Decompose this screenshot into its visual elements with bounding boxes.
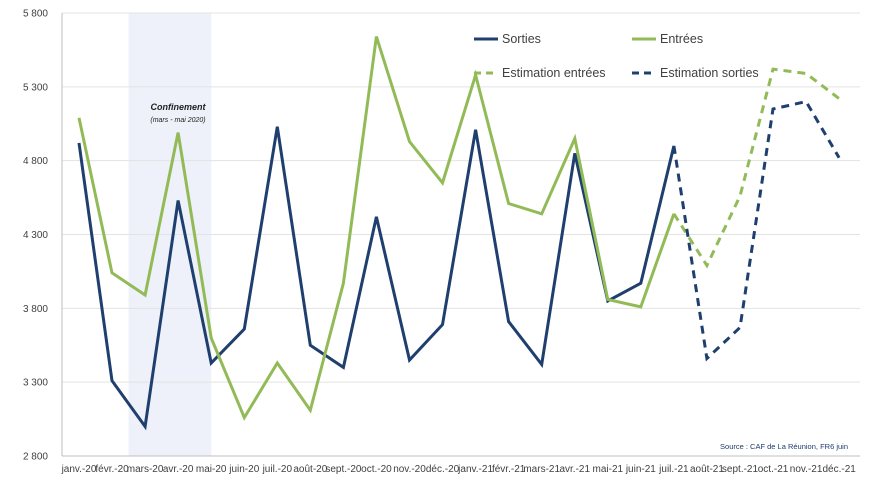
x-tick-label: mars-20 — [127, 464, 164, 475]
legend-label-entrees: Entrées — [660, 32, 703, 46]
x-tick-label: oct.-20 — [361, 464, 392, 475]
x-tick-label: août-21 — [690, 464, 724, 475]
x-tick-label: oct.-21 — [758, 464, 789, 475]
y-tick-labels: 2 800 3 300 3 800 4 300 4 800 5 300 5 800 — [23, 9, 48, 463]
x-tick-label: nov.-21 — [790, 464, 823, 475]
x-tick-label: juil.-21 — [658, 464, 689, 475]
y-tick-label: 4 800 — [23, 156, 48, 167]
x-tick-label: janv.-20 — [61, 464, 97, 475]
source-note: Source : CAF de La Réunion, FR6 juin — [720, 442, 848, 451]
x-tick-label: avr.-20 — [163, 464, 194, 475]
legend: Sorties Entrées Estimation entrées Estim… — [474, 32, 759, 80]
series-lines — [77, 36, 841, 431]
y-tick-label: 5 800 — [23, 9, 48, 20]
x-tick-label: avr.-21 — [559, 464, 590, 475]
series-line-sorties — [77, 126, 676, 431]
x-tick-label: mai-20 — [196, 464, 227, 475]
x-tick-label: mars-21 — [523, 464, 560, 475]
y-tick-label: 3 300 — [23, 378, 48, 389]
confinement-period-label: (mars - mai 2020) — [150, 117, 205, 124]
x-tick-label: janv.-21 — [457, 464, 493, 475]
x-tick-label: févr.-20 — [95, 464, 129, 475]
series-line-estimation-entr-es — [672, 67, 841, 269]
x-tick-label: août-20 — [293, 464, 327, 475]
y-tick-label: 5 300 — [23, 82, 48, 93]
series-line-entr-es — [77, 36, 676, 421]
x-tick-label: mai-21 — [593, 464, 624, 475]
x-tick-label: nov.-20 — [393, 464, 426, 475]
series-line-estimation-sorties — [672, 99, 841, 362]
x-tick-label: sept.-21 — [722, 464, 759, 475]
legend-label-estimation-entrees: Estimation entrées — [502, 66, 606, 80]
legend-label-sorties: Sorties — [502, 32, 541, 46]
x-tick-label: sept.-20 — [325, 464, 362, 475]
confinement-label: Confinement — [151, 102, 207, 112]
x-tick-label: déc.-21 — [822, 464, 856, 475]
y-tick-label: 2 800 — [23, 452, 48, 463]
x-tick-label: févr.-21 — [492, 464, 526, 475]
legend-label-estimation-sorties: Estimation sorties — [660, 66, 759, 80]
y-tick-label: 3 800 — [23, 304, 48, 315]
x-tick-label: juin-21 — [625, 464, 656, 475]
y-tick-label: 4 300 — [23, 230, 48, 241]
x-tick-label: juil.-20 — [262, 464, 293, 475]
x-tick-label: déc.-20 — [426, 464, 460, 475]
x-tick-label: juin-20 — [228, 464, 259, 475]
